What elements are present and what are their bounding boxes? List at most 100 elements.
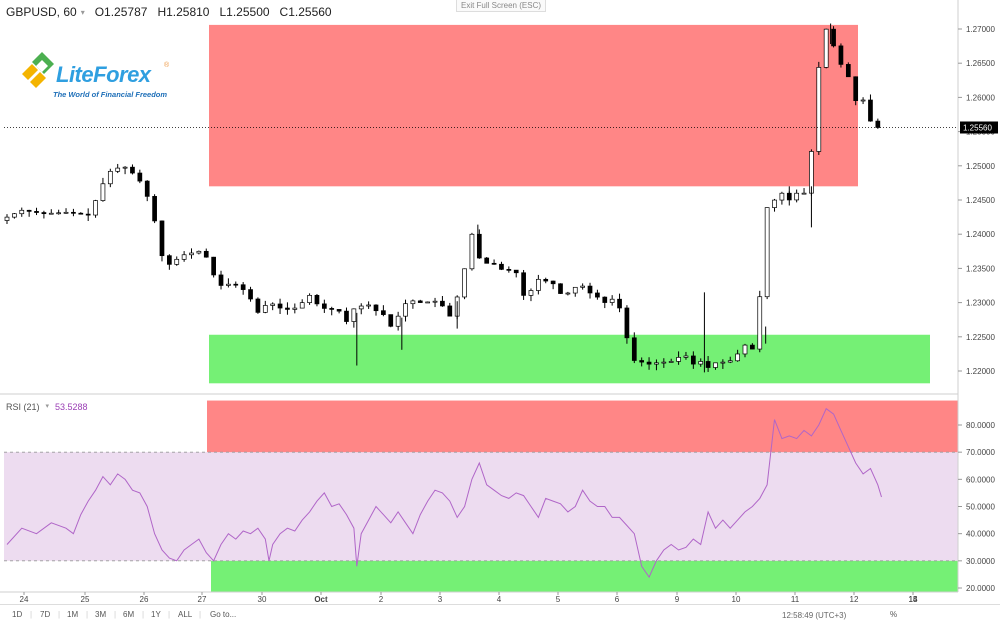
- candle: [565, 292, 571, 295]
- candle: [130, 166, 135, 174]
- candle: [314, 294, 320, 305]
- chevron-down-icon[interactable]: ▾: [80, 7, 85, 17]
- symbol-label[interactable]: GBPUSD, 60: [6, 5, 77, 19]
- candle: [425, 301, 431, 304]
- candle: [381, 310, 386, 315]
- candle: [742, 344, 748, 355]
- candle: [506, 269, 512, 271]
- candle: [838, 45, 844, 65]
- symbol-header: GBPUSD, 60 ▾ O1.25787 H1.25810 L1.25500 …: [6, 5, 332, 19]
- rsi-tick-label: 80.0000: [966, 421, 995, 430]
- price-tick-label: 1.25000: [966, 162, 995, 171]
- candle: [144, 180, 150, 197]
- candle: [255, 298, 261, 313]
- candle: [572, 286, 578, 294]
- candle: [240, 284, 246, 290]
- candle: [226, 283, 231, 286]
- range-7d-button[interactable]: 7D: [40, 610, 51, 619]
- candle: [122, 166, 128, 169]
- price-tick-label: 1.23000: [966, 299, 995, 308]
- resistance-zone: [209, 24, 858, 187]
- logo-mark-icon: [22, 52, 54, 88]
- time-tick-label: 27: [198, 595, 207, 604]
- rsi-tick-label: 30.0000: [966, 557, 995, 566]
- time-tick-label: 10: [732, 595, 741, 604]
- last-price-badge: [960, 121, 998, 134]
- time-tick-label: 9: [675, 595, 680, 604]
- candle: [78, 212, 84, 215]
- candle: [720, 361, 726, 364]
- range-6m-button[interactable]: 6M: [123, 610, 135, 619]
- time-tick-label: 11: [791, 595, 800, 604]
- range-1y-button[interactable]: 1Y: [151, 610, 161, 619]
- candle: [107, 170, 113, 185]
- candle: [321, 303, 327, 309]
- range-3m-button[interactable]: 3M: [95, 610, 107, 619]
- candle: [432, 300, 438, 303]
- percent-toggle-button[interactable]: %: [890, 610, 898, 619]
- candle: [794, 192, 800, 201]
- price-chart[interactable]: 1.270001.265001.260001.255001.250001.245…: [0, 0, 1000, 604]
- candle: [513, 269, 519, 274]
- divider: |: [58, 610, 61, 619]
- candle: [417, 300, 423, 303]
- price-tick-label: 1.24500: [966, 196, 995, 205]
- candle: [801, 192, 807, 195]
- candle: [676, 357, 681, 362]
- candle: [167, 255, 172, 265]
- overbought-zone: [207, 400, 958, 453]
- time-tick-label: 24: [20, 595, 29, 604]
- candle: [661, 361, 667, 364]
- rsi-tick-label: 20.0000: [966, 584, 995, 593]
- candle: [4, 216, 10, 221]
- candle: [868, 99, 873, 122]
- candle: [609, 298, 615, 303]
- range-all-button[interactable]: ALL: [178, 610, 193, 619]
- divider: |: [168, 610, 171, 619]
- range-1d-button[interactable]: 1D: [12, 610, 23, 619]
- logo-brand: LiteForex: [56, 62, 151, 88]
- candle: [270, 303, 276, 306]
- range-1m-button[interactable]: 1M: [67, 610, 79, 619]
- candle: [410, 300, 416, 305]
- time-tick-label: 14: [909, 595, 918, 604]
- exit-fullscreen-button[interactable]: Exit Full Screen (ESC): [456, 0, 546, 12]
- candle: [181, 254, 187, 260]
- candle: [203, 250, 209, 258]
- candle: [358, 305, 364, 310]
- bottom-toolbar: 1D | 7D | 1M | 3M | 6M | 1Y | ALL | Go t…: [0, 604, 1000, 627]
- time-tick-label: 15: [909, 595, 918, 604]
- candle: [735, 353, 740, 362]
- candle: [816, 67, 822, 152]
- candle: [174, 258, 180, 265]
- rsi-label[interactable]: RSI (21): [6, 402, 40, 412]
- divider: |: [114, 610, 117, 619]
- candle: [248, 289, 253, 300]
- rsi-tick-label: 60.0000: [966, 475, 995, 484]
- candle: [388, 314, 394, 327]
- candle: [476, 233, 482, 259]
- candle: [85, 213, 91, 216]
- candle: [639, 360, 645, 363]
- chevron-down-icon[interactable]: ▾: [45, 403, 50, 410]
- price-tick-label: 1.22000: [966, 367, 995, 376]
- candle: [41, 212, 47, 215]
- candle: [233, 283, 239, 286]
- clock-readout: 12:58:49 (UTC+3): [782, 611, 847, 620]
- logo-tagline: The World of Financial Freedom: [53, 90, 168, 99]
- candle: [705, 361, 711, 368]
- price-tick-label: 1.26500: [966, 59, 995, 68]
- open-value: O1.25787: [94, 5, 148, 19]
- candle: [668, 361, 674, 363]
- candle: [823, 28, 829, 68]
- goto-button[interactable]: Go to...: [210, 610, 237, 619]
- candle: [543, 278, 549, 282]
- rsi-value: 53.5288: [55, 402, 88, 412]
- candle: [683, 355, 689, 358]
- candle: [698, 361, 704, 365]
- candle: [772, 199, 777, 208]
- candle: [12, 213, 17, 218]
- divider: |: [142, 610, 145, 619]
- candle: [558, 283, 563, 294]
- candle: [440, 300, 445, 307]
